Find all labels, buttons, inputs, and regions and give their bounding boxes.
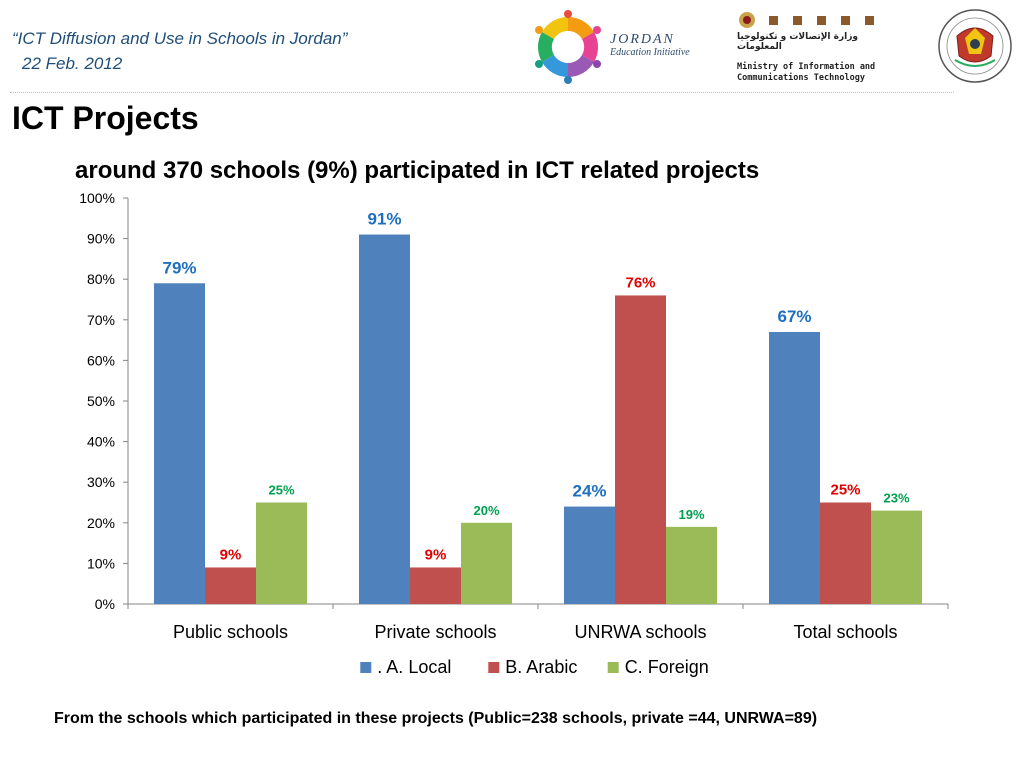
x-category-label: Private schools — [374, 622, 496, 642]
bar — [154, 283, 205, 604]
presentation-date: 22 Feb. 2012 — [22, 54, 123, 73]
bar — [359, 234, 410, 604]
page-title: ICT Projects — [12, 100, 199, 136]
mict-name-line1: Ministry of Information and — [737, 62, 876, 72]
legend-swatch — [607, 662, 619, 673]
bar — [256, 502, 307, 604]
y-tick-label: 0% — [95, 596, 115, 612]
bar — [615, 295, 666, 604]
legend-label: B. Arabic — [505, 657, 577, 677]
mict-name-line2: Communications Technology — [737, 73, 865, 83]
bar — [410, 567, 461, 604]
presentation-header: “ICT Diffusion and Use in Schools in Jor… — [12, 26, 347, 76]
y-tick-label: 50% — [87, 393, 115, 409]
jei-logo-text: JORDAN Education Initiative — [610, 32, 690, 58]
jei-swirl-logo-icon — [535, 10, 601, 84]
legend-label: . A. Local — [377, 657, 451, 677]
bar-data-label: 25% — [268, 483, 294, 498]
legend-swatch — [488, 662, 500, 673]
y-tick-label: 90% — [87, 231, 115, 247]
y-tick-label: 30% — [87, 474, 115, 490]
y-tick-label: 10% — [87, 555, 115, 571]
bar — [666, 526, 717, 604]
bar-data-label: 79% — [162, 258, 196, 277]
bar-data-label: 9% — [220, 546, 242, 563]
x-category-label: Total schools — [793, 622, 897, 642]
legend-label: C. Foreign — [625, 657, 709, 677]
x-axis: Public schools Private schools UNRWA schoo… — [127, 603, 949, 642]
bar — [564, 506, 615, 604]
bar-data-label: 24% — [572, 482, 606, 501]
y-tick-label: 100% — [79, 190, 115, 206]
bar-data-label: 9% — [425, 546, 447, 563]
ministry-ict-logo: وزارة الإتصالات و تكنولوجيا المعلومات Mi… — [735, 10, 895, 90]
jei-logo-line1: JORDAN — [610, 32, 675, 47]
ministry-of-education-seal-icon — [938, 9, 1012, 83]
chart-legend: . A. Local B. Arabic C. Foreign — [360, 657, 709, 677]
y-tick-label: 20% — [87, 515, 115, 531]
mict-english-name: Ministry of Information and Communicatio… — [737, 62, 875, 84]
bar-data-label: 76% — [625, 274, 655, 291]
bar-labels: 79% 9% 25% 91% 9% 20% 24% 76% 19% 67% 25% 23% — [162, 210, 909, 564]
chart-subtitle: around 370 schools (9%) participated in … — [75, 157, 760, 184]
y-tick-label: 60% — [87, 352, 115, 368]
chart-footnote: From the schools which participated in t… — [54, 710, 818, 727]
bar-data-label: 67% — [777, 307, 811, 326]
x-category-label: UNRWA schools — [574, 622, 706, 642]
jordan-education-initiative-logo: JORDAN Education Initiative — [530, 10, 730, 84]
mict-crest-icon — [739, 12, 874, 28]
bar-data-label: 25% — [830, 482, 860, 499]
bar-data-label: 23% — [883, 491, 909, 506]
bar-data-label: 19% — [678, 507, 704, 522]
bar — [871, 510, 922, 604]
bars — [154, 234, 922, 604]
bar-data-label: 20% — [473, 503, 499, 518]
bar — [820, 502, 871, 604]
jei-logo-line2: Education Initiative — [610, 47, 690, 58]
y-tick-label: 40% — [87, 434, 115, 450]
header-divider — [10, 92, 954, 93]
y-tick-label: 80% — [87, 271, 115, 287]
bar — [205, 567, 256, 604]
legend-swatch — [360, 662, 372, 673]
bar — [461, 522, 512, 604]
bar-chart: 0% 10% 20% 30% 40% 50% 60% 70% 80% 90% 100% Public… — [79, 190, 949, 677]
y-axis: 0% 10% 20% 30% 40% 50% 60% 70% 80% 90% 100% — [79, 190, 129, 612]
bar — [769, 331, 820, 604]
mict-arabic-name: وزارة الإتصالات و تكنولوجيا المعلومات — [737, 32, 858, 52]
bar-data-label: 91% — [367, 210, 401, 229]
x-category-label: Public schools — [173, 622, 288, 642]
y-tick-label: 70% — [87, 312, 115, 328]
presentation-title: “ICT Diffusion and Use in Schools in Jor… — [12, 29, 348, 48]
